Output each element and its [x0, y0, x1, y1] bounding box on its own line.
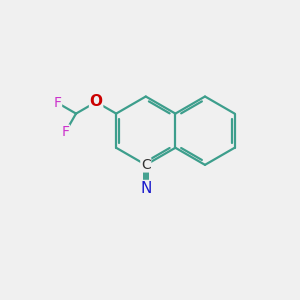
Text: N: N [140, 181, 152, 196]
Text: F: F [53, 96, 62, 110]
Text: C: C [141, 158, 151, 172]
Text: O: O [90, 94, 103, 110]
Text: F: F [61, 125, 69, 139]
